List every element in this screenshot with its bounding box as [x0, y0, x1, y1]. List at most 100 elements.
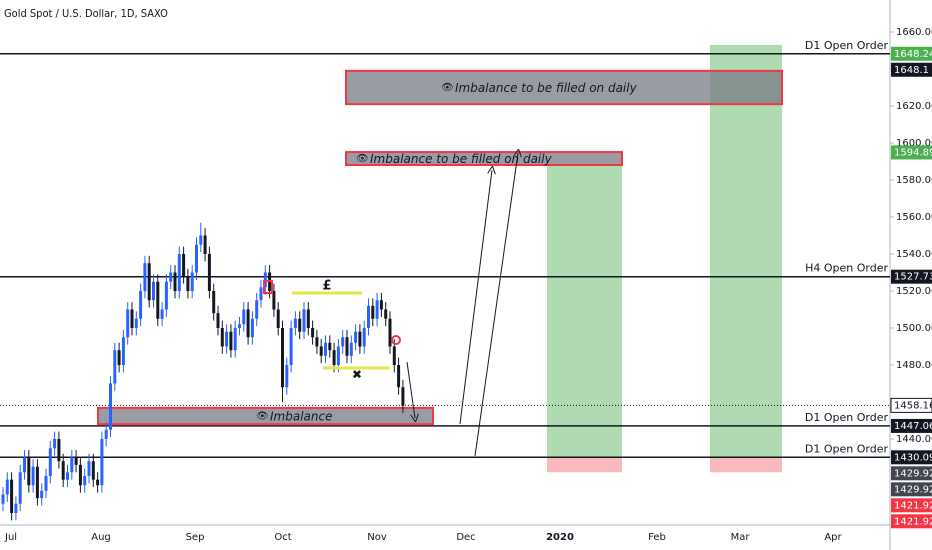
y-tick-label: 1560.00: [896, 212, 932, 223]
annotation: £: [322, 279, 331, 294]
price-label-box: [891, 46, 932, 61]
candle-body: [87, 461, 91, 476]
x-tick-label: Nov: [367, 532, 387, 543]
candle-body: [117, 350, 121, 365]
arrow: [474, 153, 518, 457]
candle-body: [70, 457, 74, 473]
price-label: 1648.1: [894, 65, 929, 76]
candle-body: [255, 300, 259, 319]
y-tick-label: 1500.00: [896, 323, 932, 334]
marker-box: [263, 280, 273, 294]
x-tick-label: Aug: [91, 532, 111, 543]
x-tick-label: Jul: [4, 532, 17, 543]
candle-body: [139, 290, 143, 319]
stop-zone: [710, 457, 782, 473]
target-zone: [547, 165, 622, 458]
y-tick-label: 1440.00: [896, 434, 932, 445]
candle-body: [336, 346, 340, 365]
candle-body: [113, 350, 117, 384]
candle-body: [375, 300, 379, 319]
candle-body: [53, 438, 57, 449]
candle-body: [298, 318, 302, 332]
candle-body: [354, 331, 358, 343]
candle-body: [169, 272, 173, 282]
y-tick-label: 1620.00: [896, 101, 932, 112]
price-label-box: [891, 482, 932, 497]
candle-body: [379, 300, 383, 310]
level-label: D1 Open Order: [805, 442, 889, 455]
candle-body: [220, 327, 224, 347]
candle-body: [14, 503, 18, 513]
candle-body: [177, 253, 181, 291]
level-label: D1 Open Order: [805, 411, 889, 424]
candle-body: [362, 327, 366, 347]
y-tick-label: 1580.00: [896, 175, 932, 186]
candle-body: [328, 342, 332, 351]
price-label-box: [891, 514, 932, 529]
candle-body: [272, 290, 276, 310]
candle-body: [349, 342, 353, 356]
price-label: 1527.73: [894, 272, 932, 283]
marker-circle: [391, 335, 401, 345]
candle-body: [27, 457, 31, 486]
arrow: [459, 170, 492, 425]
candle-body: [121, 337, 125, 365]
candle-body: [160, 309, 164, 319]
price-label: 1447.06: [894, 421, 932, 432]
candle-body: [156, 281, 160, 319]
candle-body: [263, 272, 267, 288]
candle-body: [74, 457, 78, 465]
price-label: 1421.92: [894, 500, 932, 511]
candle-body: [195, 244, 198, 273]
candle-body: [259, 287, 263, 301]
candle-body: [358, 331, 362, 347]
candle-body: [341, 337, 345, 347]
candle-body: [392, 346, 396, 365]
candle-body: [216, 313, 220, 328]
price-label-box: [891, 466, 932, 481]
x-tick-label: Dec: [456, 532, 475, 543]
candle-body: [83, 475, 87, 486]
candle-body: [78, 464, 82, 486]
x-tick-label: Sep: [186, 532, 205, 543]
chart-title: Gold Spot / U.S. Dollar, 1D, SAXO: [4, 7, 168, 20]
candle-body: [315, 337, 319, 347]
candle-body: [238, 324, 241, 328]
candle-body: [285, 364, 289, 388]
candle-body: [18, 472, 22, 504]
candle-body: [31, 466, 35, 486]
candle-body: [164, 281, 168, 310]
level-label: D1 Open Order: [805, 39, 889, 52]
zone-label: Imbalance: [270, 410, 332, 424]
x-tick-label: Oct: [274, 532, 291, 543]
candle-body: [57, 438, 61, 462]
price-label: 1458.16: [894, 400, 932, 411]
candle-body: [35, 466, 39, 499]
y-tick-label: 1600.00: [896, 138, 932, 149]
eye-icon: 👁: [441, 83, 454, 94]
level-label: H4 Open Order: [805, 262, 888, 275]
candle-body: [40, 490, 44, 499]
candle-body: [367, 305, 370, 328]
price-label-box: [891, 62, 932, 77]
stop-zone: [547, 457, 622, 473]
candle-body: [91, 461, 95, 480]
y-tick-label: 1520.00: [896, 286, 932, 297]
plot: D1 Open Order H4 Open Order D1 Open Order D…: [0, 39, 890, 521]
imbalance-zone: [97, 406, 434, 426]
x-tick-label: Apr: [824, 532, 842, 543]
candle-body: [306, 309, 310, 328]
candle-body: [324, 342, 327, 356]
candle-body: [229, 331, 233, 351]
price-label: 1429.92: [894, 484, 932, 495]
candle-body: [66, 472, 69, 480]
candle-body: [384, 309, 388, 319]
candle-body: [401, 387, 405, 406]
candle-body: [44, 475, 48, 491]
price-label-box: [891, 498, 932, 513]
candle-body: [134, 318, 138, 328]
eye-icon: 👁: [256, 411, 269, 422]
imbalance-zone: [345, 69, 783, 106]
candle-body: [281, 327, 284, 388]
